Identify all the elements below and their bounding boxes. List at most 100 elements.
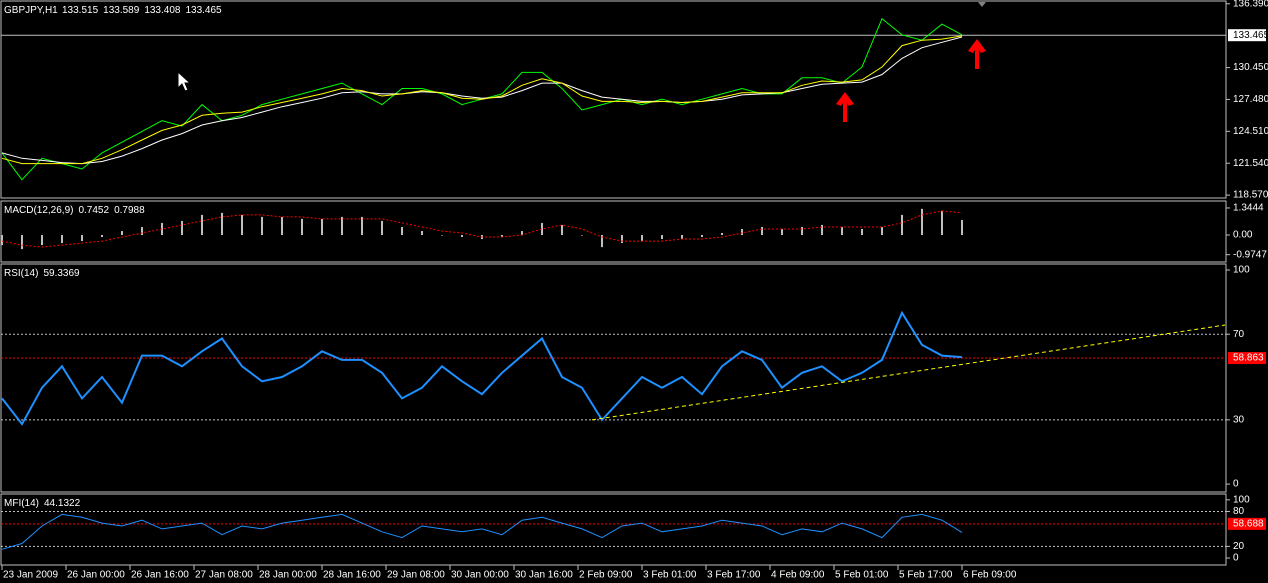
- macd-bar: [961, 219, 963, 236]
- shift-marker: [978, 2, 986, 7]
- x-tick-label: 26 Jan 16:00: [131, 570, 189, 581]
- mfi-panel: [0, 493, 1227, 566]
- trendline: [591, 324, 1226, 421]
- price-panel: [0, 0, 1227, 199]
- macd-bar: [401, 226, 403, 236]
- macd-bar: [881, 226, 883, 236]
- macd-bar: [941, 210, 943, 236]
- macd-bar: [761, 226, 763, 236]
- macd-bar: [421, 230, 423, 236]
- level-label-box: [1228, 352, 1266, 365]
- macd-bar: [661, 235, 663, 240]
- indicator-name: MFI(14): [4, 498, 39, 509]
- macd-bar: [581, 235, 583, 236]
- macd-bar: [341, 216, 343, 236]
- x-tick-label: 4 Feb 09:00: [771, 570, 825, 581]
- macd-bar: [601, 235, 603, 248]
- y-tick-label: 136.390: [1233, 0, 1268, 9]
- indicator-name: GBPJPY,H1: [4, 5, 58, 16]
- y-tick-label: 118.570: [1233, 190, 1268, 201]
- indicator-name: MACD(12,26,9): [4, 205, 73, 216]
- y-tick-label: 0.00: [1233, 230, 1253, 241]
- macd-bar: [41, 235, 43, 246]
- macd-bar: [801, 226, 803, 236]
- macd-bar: [241, 214, 243, 236]
- x-tick-label: 27 Jan 08:00: [195, 570, 253, 581]
- x-tick-label: 5 Feb 17:00: [899, 570, 953, 581]
- macd-bar: [81, 235, 83, 242]
- current-price-box: [1228, 29, 1266, 42]
- macd-bar: [821, 224, 823, 236]
- macd-bar: [901, 214, 903, 236]
- x-tick-label: 3 Feb 01:00: [643, 570, 697, 581]
- macd-bar: [741, 228, 743, 236]
- macd-bar: [1, 235, 3, 246]
- y-tick-label: 124.510: [1233, 126, 1268, 137]
- indicator-label: GBPJPY,H1 133.515 133.589 133.408 133.465: [4, 5, 222, 16]
- indicator-value: 133.408: [144, 5, 181, 16]
- macd-bar: [501, 235, 503, 238]
- macd-bar: [101, 235, 103, 238]
- current-price-label: 133.465: [1233, 30, 1268, 41]
- indicator-value: 59.3369: [43, 268, 80, 279]
- y-tick-label: 30: [1233, 414, 1245, 425]
- macd-bar: [201, 214, 203, 236]
- indicator-value: 0.7452: [78, 205, 109, 216]
- macd-bar: [161, 222, 163, 236]
- macd-bar: [121, 230, 123, 236]
- macd-bar: [641, 235, 643, 242]
- y-tick-label: 0: [1233, 553, 1239, 564]
- series-line: [1, 210, 963, 248]
- y-tick-label: 121.540: [1233, 158, 1268, 169]
- x-tick-label: 28 Jan 00:00: [259, 570, 317, 581]
- macd-bar: [181, 220, 183, 236]
- x-tick-label: 29 Jan 08:00: [387, 570, 445, 581]
- macd-bar: [541, 222, 543, 236]
- y-tick-label: -0.9747: [1233, 249, 1267, 260]
- macd-bar: [861, 228, 863, 236]
- macd-bar: [921, 208, 923, 236]
- indicator-name: RSI(14): [4, 268, 38, 279]
- level-label: 58.688: [1233, 519, 1264, 530]
- macd-bar: [701, 235, 703, 238]
- x-tick-label: 6 Feb 09:00: [963, 570, 1017, 581]
- y-tick-label: 130.450: [1233, 62, 1268, 73]
- macd-bar: [281, 216, 283, 236]
- x-tick-label: 30 Jan 16:00: [515, 570, 573, 581]
- y-tick-label: 100: [1233, 494, 1250, 505]
- macd-bar: [221, 212, 223, 236]
- macd-bar: [61, 235, 63, 244]
- y-tick-label: 70: [1233, 329, 1245, 340]
- series-line: [1, 35, 963, 165]
- indicator-value: 133.589: [103, 5, 140, 16]
- macd-bar: [301, 218, 303, 236]
- macd-bar: [521, 230, 523, 236]
- x-tick-label: 23 Jan 2009: [3, 570, 58, 581]
- macd-bar: [21, 235, 23, 250]
- macd-bar: [721, 233, 723, 236]
- macd-bar: [261, 216, 263, 236]
- y-tick-label: 0: [1233, 479, 1239, 490]
- y-tick-label: 1.3444: [1233, 203, 1264, 214]
- series-line: [1, 310, 963, 426]
- macd-bar: [621, 235, 623, 244]
- indicator-value: 133.515: [62, 5, 99, 16]
- y-tick-label: 100: [1233, 265, 1250, 276]
- rsi-panel: [0, 263, 1227, 493]
- series-line: [1, 513, 963, 550]
- x-tick-label: 5 Feb 01:00: [835, 570, 889, 581]
- macd-bar: [461, 235, 463, 238]
- x-tick-label: 3 Feb 17:00: [707, 570, 761, 581]
- x-tick-label: 2 Feb 09:00: [579, 570, 633, 581]
- macd-bar: [561, 224, 563, 236]
- macd-bar: [361, 216, 363, 236]
- indicator-label: MACD(12,26,9) 0.7452 0.7988: [4, 205, 145, 216]
- level-label-box: [1228, 517, 1266, 530]
- indicator-value: 44.1322: [44, 498, 81, 509]
- arrow: [836, 92, 854, 122]
- indicator-label: MFI(14) 44.1322: [4, 498, 81, 509]
- macd-bar: [441, 235, 443, 236]
- x-tick-label: 28 Jan 16:00: [323, 570, 381, 581]
